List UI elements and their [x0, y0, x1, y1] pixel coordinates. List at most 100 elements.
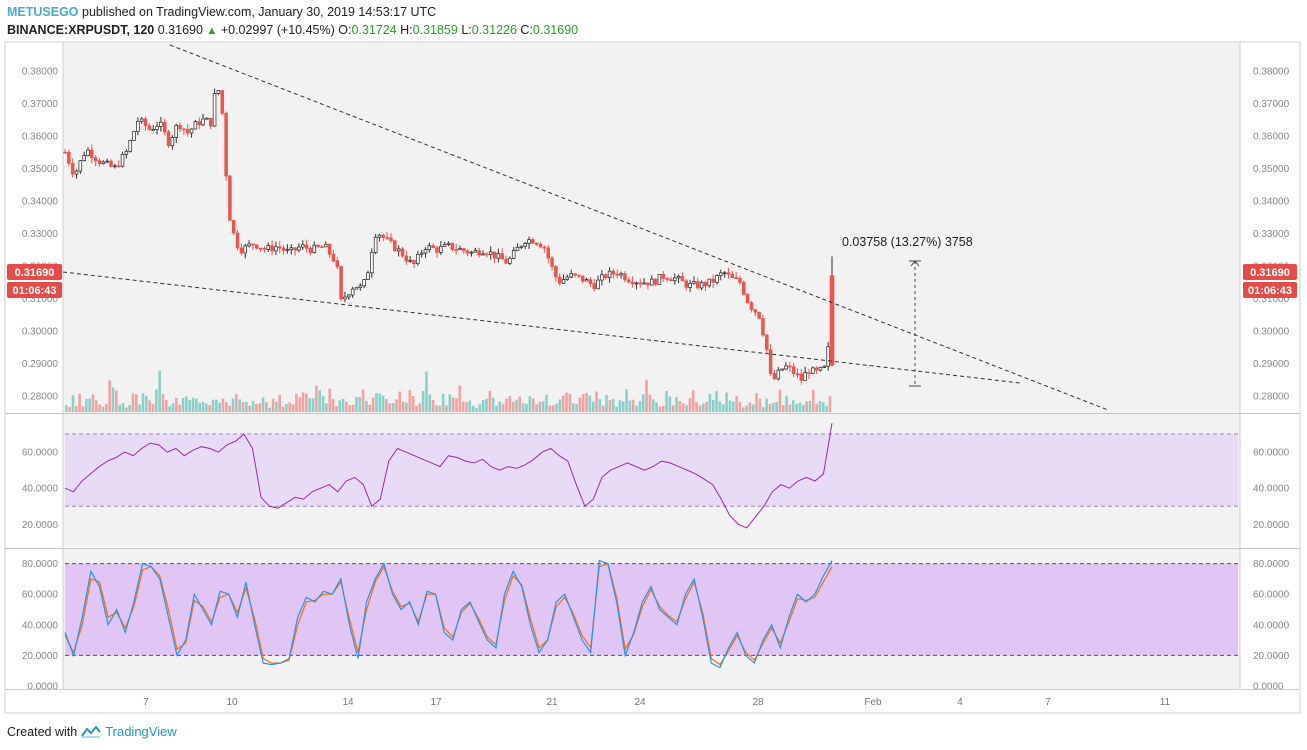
change-arrow-icon: ▲: [206, 25, 218, 37]
candle-body: [97, 160, 102, 164]
candle-body: [711, 278, 715, 283]
measure-tool[interactable]: 0.03758 (13.27%) 3758: [842, 235, 973, 387]
candle-body: [822, 365, 827, 368]
candle-body: [623, 273, 627, 281]
volume-bar: [318, 390, 322, 412]
volume-bar: [615, 406, 618, 412]
volume-bar: [408, 390, 412, 412]
candle-body: [673, 277, 677, 282]
volume-bar: [225, 402, 228, 412]
volume-bar: [558, 399, 562, 412]
candle-body: [216, 90, 221, 94]
volume-bar: [605, 394, 608, 412]
volume-bar: [471, 405, 475, 412]
volume-bar: [578, 397, 582, 412]
volume-bar: [238, 399, 242, 412]
candle-body: [730, 273, 735, 278]
volume-bar: [725, 392, 728, 412]
chart-canvas[interactable]: 0.38000 0.38000 0.37000 0.37000 0.36000 0.360…: [0, 0, 1307, 722]
candles: [63, 88, 835, 385]
price-tick-right-1: 0.37000: [1253, 99, 1290, 110]
volume-bar: [305, 393, 308, 412]
volume-bar: [378, 393, 382, 412]
chart-border: [4, 41, 1301, 714]
volume-bar: [265, 402, 268, 412]
candle-body: [749, 302, 754, 311]
candle-body: [358, 285, 363, 288]
volume-bar: [88, 398, 91, 412]
stoch-tick-left-4: 0.0000: [27, 682, 58, 693]
time-tick-8: 4: [957, 697, 963, 708]
open-value: 0.31724: [351, 23, 397, 37]
candle-body: [274, 246, 278, 252]
volume-bar: [331, 399, 335, 412]
volume-bar: [285, 403, 288, 412]
candle-body: [205, 117, 209, 120]
candle-body: [220, 90, 224, 114]
volume-bar: [508, 395, 512, 412]
candle-body: [324, 243, 328, 248]
volume-bar: [428, 394, 432, 412]
tradingview-brand[interactable]: TradingView: [105, 724, 177, 739]
volume-bar: [205, 403, 208, 412]
tradingview-logo-icon: [81, 725, 101, 738]
candle-body: [393, 240, 397, 252]
candle-body: [772, 373, 777, 380]
candle-body-last: [829, 275, 835, 366]
volume-bar: [801, 405, 805, 412]
measure-arrow-icon: [910, 260, 920, 267]
volume-bar: [411, 395, 415, 412]
candle-body: [650, 278, 654, 286]
volume-bar: [691, 390, 695, 412]
candle-body: [435, 247, 439, 253]
volume-bar: [648, 394, 652, 412]
stoch-pane: 80.0000 80.0000 60.0000 60.0000 40.0000 40.00…: [22, 559, 1290, 692]
rsi-tick-left-1: 40.0000: [22, 484, 59, 495]
volume-bar: [788, 404, 792, 412]
candle-body: [116, 165, 121, 168]
candle-body: [166, 131, 171, 147]
volume-bar: [688, 398, 692, 412]
volume-bar: [585, 392, 588, 412]
volume-bar: [521, 403, 525, 412]
volume-bar: [511, 401, 515, 412]
candle-body: [193, 121, 198, 130]
volume-bar: [171, 403, 175, 412]
volume-bar: [611, 398, 615, 412]
candle-body: [508, 257, 512, 264]
volume-bar: [371, 397, 375, 412]
candle-body: [208, 117, 213, 127]
volume-bar: [368, 404, 372, 412]
volume-bar: [698, 405, 702, 412]
candle-body: [151, 128, 155, 131]
volume-bar: [185, 396, 188, 412]
candle-body: [573, 273, 577, 276]
volume-bar: [595, 391, 598, 412]
author-name[interactable]: METUSEGO: [7, 5, 79, 19]
price-change: +0.02997 (+10.45%): [220, 23, 335, 37]
volume-bar: [708, 394, 712, 412]
volume-bar: [118, 404, 121, 412]
volume-bar: [808, 400, 812, 412]
candle-body: [803, 372, 807, 381]
candle-body: [297, 246, 301, 251]
price-tick-left-1: 0.37000: [22, 99, 59, 110]
volume-bar: [98, 404, 101, 412]
volume-bar: [728, 400, 732, 412]
candle-body: [74, 170, 79, 175]
close-label: C:: [520, 23, 533, 37]
low-value: 0.31226: [471, 23, 517, 37]
publish-info: METUSEGO published on TradingView.com, J…: [7, 5, 436, 19]
candle-body: [477, 250, 481, 256]
candle-body: [419, 252, 424, 255]
volume-bar: [421, 391, 425, 412]
candle-body: [788, 365, 792, 368]
volume-bar: [498, 401, 502, 412]
candle-body: [615, 273, 619, 276]
volume-bar: [548, 405, 552, 412]
volume-bar: [158, 370, 161, 412]
volume-bar: [211, 399, 215, 412]
volume-bar: [768, 403, 772, 412]
volume-bar: [385, 398, 388, 412]
candle-body: [465, 250, 470, 254]
